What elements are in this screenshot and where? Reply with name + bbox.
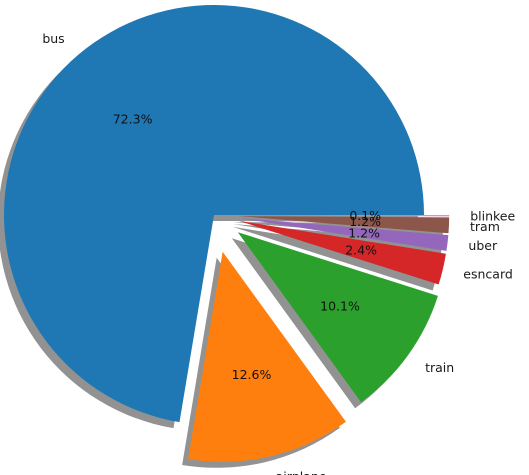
slice-labels: 72.3% bus 12.6% airplane 10.1% train 2.4% esnca… bbox=[42, 31, 515, 475]
percent-label-esncard: 2.4% bbox=[345, 242, 377, 257]
slice-uber bbox=[239, 218, 449, 251]
slice-blinkee bbox=[239, 215, 450, 217]
percent-label-tram: 1.2% bbox=[349, 214, 381, 229]
percent-label-bus: 72.3% bbox=[113, 111, 153, 126]
category-label-bus: bus bbox=[42, 31, 64, 46]
category-label-tram: tram bbox=[470, 219, 500, 234]
slice-tram bbox=[239, 216, 450, 234]
slice-train bbox=[237, 232, 438, 403]
percent-label-uber: 1.2% bbox=[348, 226, 380, 241]
category-label-uber: uber bbox=[468, 238, 498, 253]
category-label-blinkee: blinkee bbox=[470, 208, 515, 223]
category-label-train: train bbox=[425, 360, 454, 375]
percent-label-train: 10.1% bbox=[320, 299, 360, 314]
slice-esncard bbox=[238, 220, 446, 285]
slice-shadow-esncard bbox=[232, 226, 440, 291]
category-label-airplane: airplane bbox=[276, 469, 327, 475]
category-label-esncard: esncard bbox=[463, 267, 513, 282]
percent-label-airplane: 12.6% bbox=[232, 367, 272, 382]
slice-bus bbox=[4, 4, 424, 423]
pie-slices bbox=[4, 4, 450, 462]
slice-airplane bbox=[188, 251, 346, 462]
percent-label-blinkee: 0.1% bbox=[349, 208, 381, 223]
